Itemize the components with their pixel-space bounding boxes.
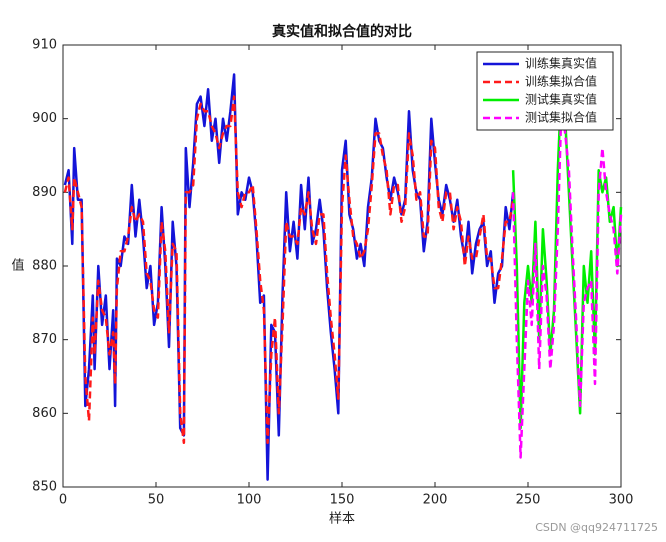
y-tick-label: 900 xyxy=(32,111,57,126)
chart-title: 真实值和拟合值的对比 xyxy=(272,23,412,40)
x-tick-label: 300 xyxy=(609,493,634,508)
legend-label: 测试集真实值 xyxy=(525,92,597,107)
y-tick-label: 890 xyxy=(32,185,57,200)
y-tick-label: 850 xyxy=(32,480,57,495)
series-line xyxy=(511,102,623,459)
x-tick-label: 200 xyxy=(423,493,448,508)
y-tick-label: 870 xyxy=(32,332,57,347)
y-tick-label: 910 xyxy=(32,38,57,53)
y-axis-label: 值 xyxy=(11,258,24,274)
x-tick-label: 100 xyxy=(237,493,262,508)
x-tick-label: 150 xyxy=(330,493,355,508)
y-tick-label: 880 xyxy=(32,259,57,274)
legend-label: 训练集真实值 xyxy=(525,56,597,71)
x-tick-label: 50 xyxy=(148,493,165,508)
x-axis-label: 样本 xyxy=(329,512,355,527)
legend-label: 训练集拟合值 xyxy=(525,74,597,89)
y-tick-label: 860 xyxy=(32,406,57,421)
watermark: CSDN @qq924711725 xyxy=(535,521,658,534)
x-tick-label: 250 xyxy=(516,493,541,508)
legend-label: 测试集拟合值 xyxy=(525,110,597,125)
series-line xyxy=(63,95,515,445)
x-tick-label: 0 xyxy=(59,493,67,508)
